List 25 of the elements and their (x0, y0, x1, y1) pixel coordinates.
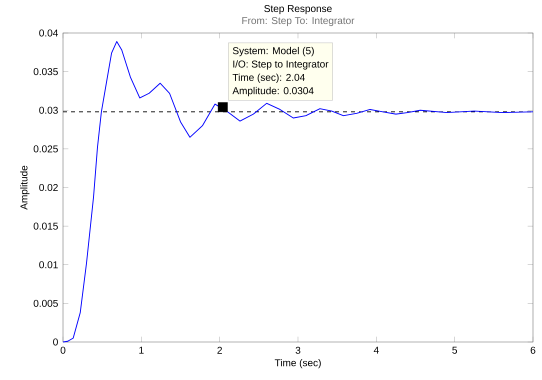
chart-title: Step Response (264, 5, 332, 14)
y-tick-label: 0.04 (39, 29, 58, 37)
line-series (62, 41, 534, 342)
annotation: Time (sec): 2.04 (232, 74, 305, 83)
y-tick-label: 0.035 (34, 68, 58, 76)
x-tick-label: 5 (452, 346, 458, 354)
y-tick-label: 0.02 (39, 184, 58, 192)
x-tick-label: 4 (374, 346, 379, 354)
y-tick-label: 0.025 (34, 145, 58, 152)
y-tick-label: 0.03 (39, 106, 58, 114)
y-axis-title: Amplitude (20, 166, 30, 210)
x-axis-title: Time (sec) (274, 358, 321, 368)
x-tick-label: 2 (217, 346, 222, 354)
y-tick-label: 0.005 (34, 300, 58, 307)
annotation: Amplitude: 0.0304 (232, 86, 314, 96)
x-tick-label: 6 (530, 346, 536, 354)
annotation: I/O: Step to Integrator (233, 60, 328, 70)
annotation: System: Model (5) (232, 46, 314, 56)
x-tick-label: 0 (60, 346, 66, 354)
y-tick-label: 0 (53, 338, 58, 346)
x-tick-label: 3 (296, 346, 300, 354)
chart-subtitle: From: Step To: Integrator (242, 17, 354, 26)
x-tick-label: 1 (139, 346, 144, 354)
y-tick-label: 0.01 (39, 261, 58, 268)
y-tick-label: 0.015 (34, 222, 58, 230)
